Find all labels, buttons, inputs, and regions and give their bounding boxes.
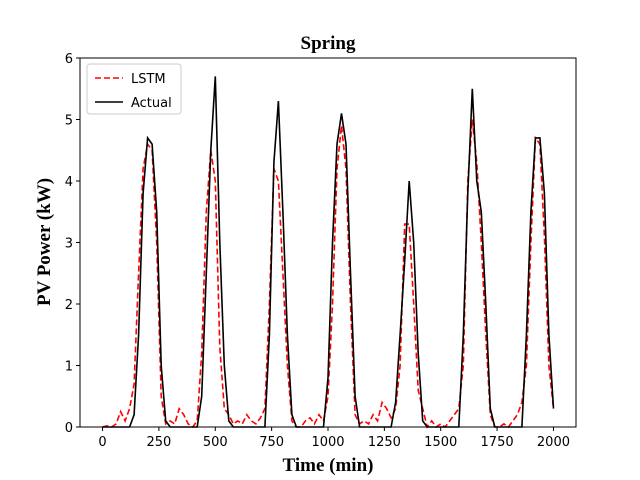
x-tick-label: 2000 xyxy=(537,435,570,450)
x-tick-label: 750 xyxy=(259,435,284,450)
x-tick-label: 500 xyxy=(203,435,228,450)
x-tick-label: 0 xyxy=(98,435,106,450)
legend-label: Actual xyxy=(131,96,172,111)
series-line xyxy=(102,76,555,428)
plot-frame xyxy=(79,57,577,428)
y-tick-label: 6 xyxy=(65,52,73,67)
legend-label: LSTM xyxy=(131,72,166,87)
x-tick-label: 1250 xyxy=(368,435,401,450)
y-tick-label: 3 xyxy=(65,237,73,252)
y-tick-label: 2 xyxy=(65,298,73,313)
y-tick-label: 4 xyxy=(65,175,73,190)
y-tick-label: 0 xyxy=(65,421,73,436)
y-tick-label: 5 xyxy=(65,114,73,129)
y-tick-label: 1 xyxy=(65,360,73,375)
x-tick-label: 1500 xyxy=(424,435,457,450)
x-tick-label: 250 xyxy=(146,435,171,450)
y-axis-label: PV Power (kW) xyxy=(34,178,55,306)
x-tick-label: 1000 xyxy=(311,435,344,450)
x-tick-label: 1750 xyxy=(481,435,514,450)
x-axis-label: Time (min) xyxy=(283,455,374,476)
chart-title: Spring xyxy=(301,33,356,54)
